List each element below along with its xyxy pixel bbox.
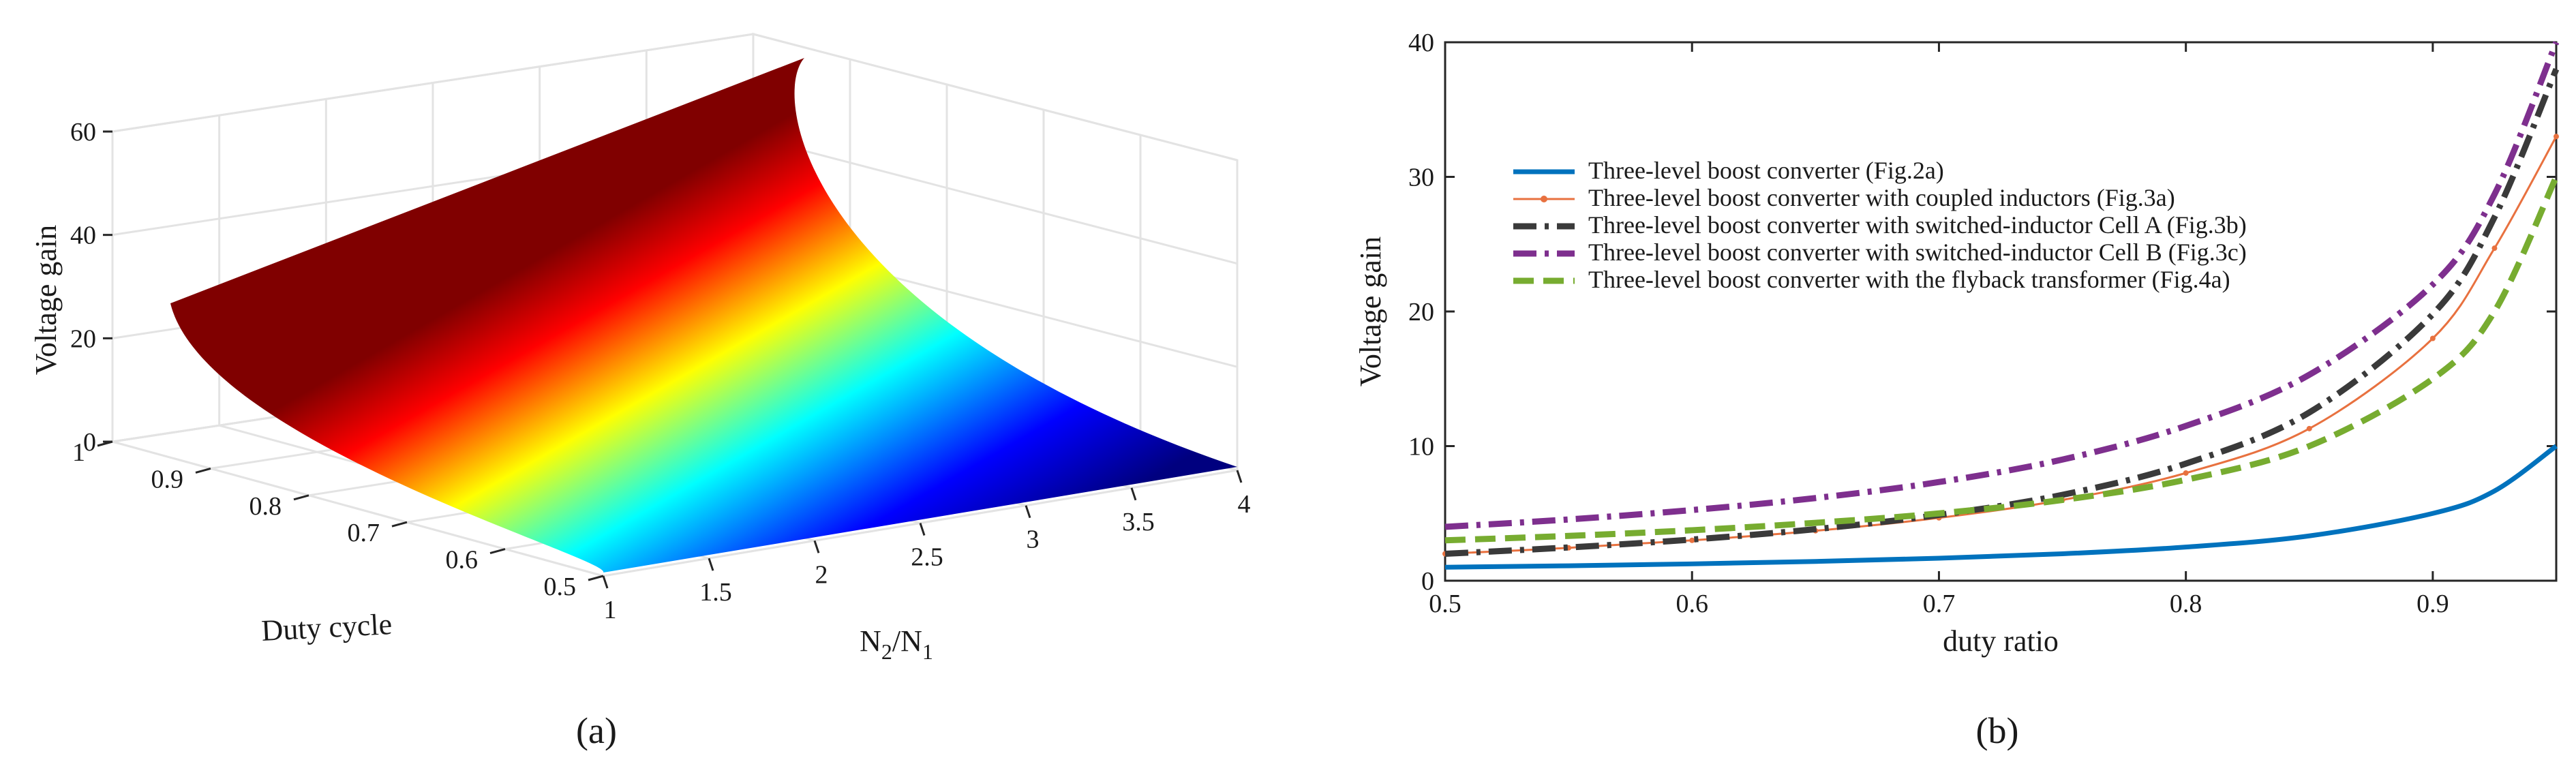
plot-frame xyxy=(1444,41,2558,582)
duty-tick-mark xyxy=(391,521,408,528)
duty-tick-label: 0.6 xyxy=(446,546,479,575)
y-tick-label: 20 xyxy=(1408,298,1434,326)
ratio-tick-label: 3.5 xyxy=(1122,508,1155,536)
ratio-tick-label: 1 xyxy=(604,596,617,624)
ratio-tick-label: 2.5 xyxy=(911,543,943,572)
x-tick-label: 0.8 xyxy=(2170,590,2202,618)
ratio-tick-label: 2 xyxy=(815,560,828,589)
series-line xyxy=(1444,175,2560,544)
series-point xyxy=(1689,537,1695,543)
z-tick-label: 40 xyxy=(70,222,96,250)
panel-a-label: (a) xyxy=(576,710,617,751)
ratio-tick-mark xyxy=(602,575,609,589)
duty-ratio-axis-label: duty ratio xyxy=(1943,624,2059,658)
duty-tick-label: 0.5 xyxy=(544,573,577,601)
series-point xyxy=(2429,335,2436,341)
y-tick-label: 0 xyxy=(1421,567,1434,596)
ratio-tick-mark xyxy=(1130,487,1137,501)
x-tick-label: 0.6 xyxy=(1676,590,1708,618)
y-tick-label: 40 xyxy=(1408,29,1434,57)
legend-entry: Three-level boost converter with coupled… xyxy=(1588,184,2175,211)
ratio-tick-mark xyxy=(813,540,820,553)
y-tick-label: 30 xyxy=(1408,164,1434,192)
series-point xyxy=(2554,134,2559,140)
z-axis-label: Voltage gain xyxy=(29,225,63,375)
turns-ratio-axis-ticks: 1 1.5 2 2.5 3 3.5 4 xyxy=(602,470,1251,624)
duty-tick-label: 0.8 xyxy=(249,492,282,521)
z-axis-ticks: 0 20 40 60 xyxy=(70,118,112,457)
series-lines xyxy=(1442,41,2560,570)
y-tick-label: 10 xyxy=(1408,433,1434,461)
legend-entry: Three-level boost converter with switche… xyxy=(1588,239,2247,266)
ratio-tick-mark xyxy=(708,558,714,571)
z-tick-label: 0 xyxy=(83,428,96,457)
series-point xyxy=(2306,425,2312,431)
turns-ratio-axis-label: N2/N1 xyxy=(860,624,933,664)
duty-tick-mark xyxy=(97,440,113,447)
series-line xyxy=(1444,41,2560,530)
legend: Three-level boost converter (Fig.2a)Thre… xyxy=(1513,157,2247,293)
z-tick-label: 60 xyxy=(70,118,96,147)
duty-tick-label: 0.7 xyxy=(348,519,380,547)
ratio-tick-mark xyxy=(1025,505,1031,519)
panel-b-label: (b) xyxy=(1976,710,2019,751)
duty-tick-label: 0.9 xyxy=(151,465,184,493)
legend-entry: Three-level boost converter with the fly… xyxy=(1588,266,2230,293)
x-tick-label: 0.7 xyxy=(1923,590,1956,618)
duty-tick-mark xyxy=(293,494,309,501)
duty-tick-mark xyxy=(588,575,604,581)
panel-b-line-chart: 0.5 0.6 0.7 0.8 0.9 0 10 20 30 40 Three-level bo… xyxy=(1354,29,2560,751)
voltage-gain-surface xyxy=(170,58,1237,573)
series-4 xyxy=(1444,41,2560,530)
ratio-tick-label: 3 xyxy=(1027,525,1040,554)
legend-entry: Three-level boost converter (Fig.2a) xyxy=(1588,157,1944,184)
series-1 xyxy=(1444,444,2558,570)
duty-ratio-axis-ticks: 0.5 0.6 0.7 0.8 0.9 xyxy=(1429,42,2449,618)
panel-a-surface-chart: 0 20 40 60 1 0.9 0.8 0.7 0.6 0.5 1 1.5 2 2.5 3 3.5 4 V… xyxy=(29,33,1251,751)
ratio-tick-mark xyxy=(1236,470,1243,483)
series-5 xyxy=(1444,175,2560,544)
duty-tick-mark xyxy=(195,467,211,474)
series-point xyxy=(2491,245,2498,252)
series-line xyxy=(1444,444,2558,570)
voltage-gain-axis-ticks: 0 10 20 30 40 xyxy=(1408,29,2556,596)
z-tick-label: 20 xyxy=(70,324,96,353)
series-point xyxy=(2183,470,2189,476)
legend-marker xyxy=(1541,196,1547,202)
x-tick-label: 0.5 xyxy=(1429,590,1461,618)
legend-entry: Three-level boost converter with switche… xyxy=(1588,211,2247,239)
x-tick-label: 0.9 xyxy=(2416,590,2449,618)
voltage-gain-axis-label: Voltage gain xyxy=(1354,237,1387,386)
ratio-tick-mark xyxy=(919,523,926,536)
ratio-tick-label: 4 xyxy=(1238,490,1251,519)
duty-cycle-axis-label: Duty cycle xyxy=(260,607,393,648)
duty-tick-label: 1 xyxy=(72,438,85,467)
duty-tick-mark xyxy=(489,548,506,555)
duty-cycle-axis-ticks: 1 0.9 0.8 0.7 0.6 0.5 xyxy=(72,438,604,601)
ratio-tick-label: 1.5 xyxy=(699,578,732,607)
series-3 xyxy=(1444,67,2560,557)
series-line xyxy=(1444,67,2560,557)
